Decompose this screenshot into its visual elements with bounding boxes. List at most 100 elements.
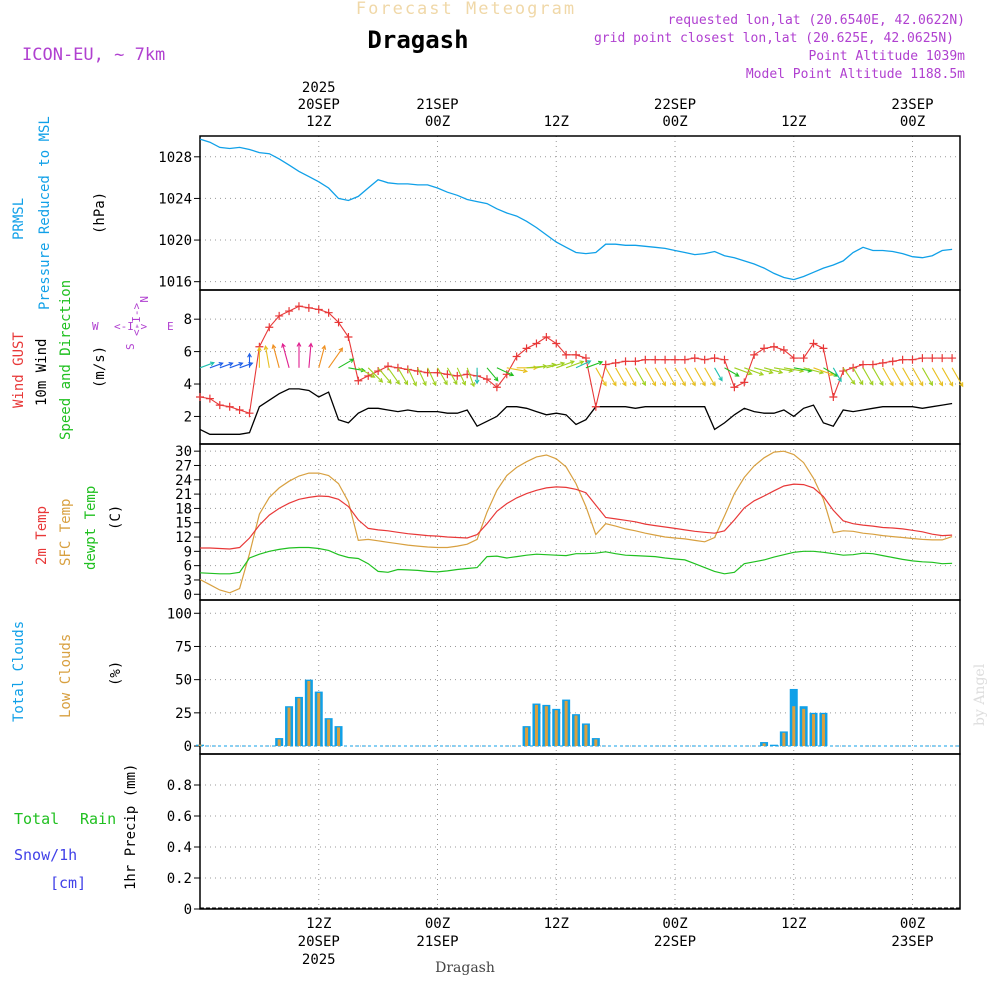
- gust-marker: [611, 358, 620, 367]
- gust-marker: [859, 360, 868, 369]
- y-tick-label: 1028: [158, 150, 192, 166]
- gust-marker: [384, 362, 393, 371]
- wind-direction-arrow: [664, 367, 676, 387]
- wind-labels: Wind GUST 10m Wind Speed and Direction (…: [11, 280, 174, 440]
- precip-snow-label: Snow/1h: [14, 846, 77, 864]
- wind-direction-arrow: [951, 367, 964, 388]
- gust-marker: [482, 375, 491, 384]
- y-tick-label: 18: [175, 501, 192, 517]
- wind-direction-arrow: [565, 360, 585, 369]
- wind-direction-arrow: [625, 367, 637, 387]
- wind-direction-arrow: [328, 347, 344, 369]
- gust-marker: [948, 354, 957, 363]
- y-tick-label: 24: [175, 473, 192, 489]
- wind-direction-arrow: [417, 367, 427, 387]
- wind-direction-arrow: [271, 343, 280, 368]
- low-cloud-bar: [327, 719, 331, 747]
- y-tick-label: 6: [184, 345, 192, 361]
- low-clouds-label: Low Clouds: [58, 634, 74, 718]
- model-altitude: Model Point Altitude 1188.5m: [746, 67, 965, 82]
- pressure-unit: (hPa): [92, 192, 108, 234]
- gust-marker: [304, 303, 313, 312]
- low-cloud-bar: [584, 724, 588, 747]
- y-tick-label: 21: [175, 487, 192, 503]
- gust-marker: [898, 355, 907, 364]
- gust-marker: [562, 350, 571, 359]
- gust-marker: [294, 302, 303, 311]
- wind-direction-arrow: [842, 367, 856, 385]
- gust-marker: [661, 355, 670, 364]
- gust-marker: [532, 339, 541, 348]
- wind-direction-arrow: [296, 341, 302, 368]
- total-cloud-bar: [769, 744, 778, 747]
- wind-direction-arrow: [832, 367, 842, 383]
- gust-marker: [354, 376, 363, 385]
- wind-direction-arrow: [763, 367, 784, 375]
- gust-marker: [225, 402, 234, 411]
- gust-marker: [799, 354, 808, 363]
- low-cloud-bar: [554, 710, 558, 747]
- wind-direction-arrow: [308, 342, 314, 368]
- bottom-time-axis: 12Z 20SEP 2025 00Z 21SEP 12Z 00Z 22SEP 12Z 00Z 23S…: [298, 916, 934, 968]
- gust-marker: [314, 305, 323, 314]
- gust-marker: [908, 355, 917, 364]
- y-tick-label: 2: [184, 409, 192, 425]
- wind-direction-arrow: [387, 367, 400, 385]
- top-year-label: 2025: [302, 80, 336, 96]
- wind-direction-arrow: [338, 358, 355, 369]
- wind-direction-arrow: [397, 367, 409, 386]
- cloud-labels: Total Clouds Low Clouds (%): [11, 621, 124, 722]
- gust-marker: [690, 354, 699, 363]
- wind-direction-arrow: [247, 352, 252, 368]
- gust-marker: [878, 358, 887, 367]
- gust-marker: [334, 318, 343, 327]
- gust-marker: [750, 350, 759, 359]
- bottom-time-label: 12Z: [306, 916, 331, 932]
- low-cloud-bar: [792, 706, 796, 747]
- top-date-label: 23SEP: [891, 97, 933, 113]
- gust-marker: [275, 311, 284, 320]
- top-date-label: 22SEP: [654, 97, 696, 113]
- gust-marker: [829, 392, 838, 401]
- compass-ns-arrow: <-I->: [130, 303, 143, 336]
- top-date-label: 21SEP: [416, 97, 458, 113]
- y-tick-label: 0: [184, 902, 192, 918]
- wind-direction-arrow: [684, 367, 696, 387]
- dewpt-label: dewpt Temp: [83, 486, 99, 570]
- y-tick-label: 75: [175, 639, 192, 655]
- top-time-label: 00Z: [900, 114, 925, 130]
- top-time-label: 12Z: [781, 114, 806, 130]
- gust-marker: [621, 357, 630, 366]
- wind-direction-arrow: [921, 367, 933, 387]
- low-cloud-bar: [574, 715, 578, 747]
- clouds-panel: 0 25 50 75 100: [167, 599, 961, 755]
- y-tick-label: 25: [175, 706, 192, 722]
- gust-marker: [265, 323, 274, 332]
- gust-marker: [403, 365, 412, 374]
- gust-marker: [215, 401, 224, 410]
- gust-marker: [631, 357, 640, 366]
- wind-direction-arrow: [367, 367, 384, 383]
- wind-direction-arrow: [318, 344, 327, 368]
- bottom-year-label: 2025: [302, 952, 336, 968]
- wind-direction-arrow: [219, 362, 234, 369]
- dewpoint-line: [199, 546, 953, 575]
- wind-direction-arrow: [407, 367, 417, 387]
- bottom-date-label: 21SEP: [416, 934, 458, 950]
- wind-direction-arrow: [466, 367, 476, 388]
- wind-direction-arrow: [209, 362, 224, 369]
- precip-rain-label: Rain: [80, 810, 116, 828]
- low-cloud-bar: [525, 727, 529, 747]
- gust-marker: [730, 383, 739, 392]
- sfc-temp-label: SFC Temp: [58, 499, 74, 566]
- wind-direction-arrow: [912, 367, 924, 387]
- wind-direction-arrow: [575, 360, 592, 369]
- y-tick-label: 30: [175, 444, 192, 460]
- wind-direction-arrow: [941, 367, 954, 387]
- gust-marker: [581, 354, 590, 363]
- wind-direction-arrow: [852, 367, 864, 386]
- y-tick-label: 0.8: [167, 778, 192, 794]
- gust-marker: [888, 357, 897, 366]
- wind-direction-arrow: [654, 367, 666, 387]
